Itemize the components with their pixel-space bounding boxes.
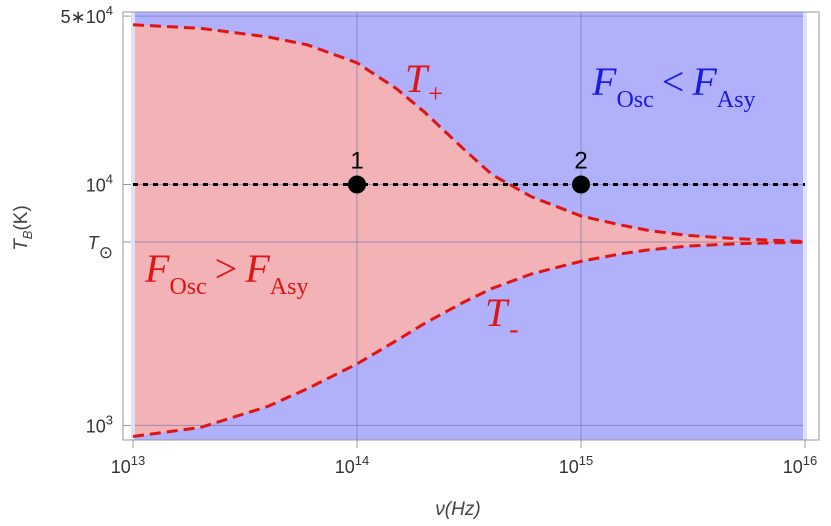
region-label-upper: FOsc < FAsy <box>591 59 755 113</box>
y-tick-label: 103 <box>86 412 113 436</box>
plot-frame <box>122 11 820 441</box>
curve-label-minus: T- <box>485 290 519 345</box>
band-between-curves <box>133 24 805 437</box>
series-t-plus-line <box>132 23 806 243</box>
x-tick-label: 1016 <box>783 453 818 477</box>
region-upper-op: < <box>662 59 685 104</box>
y-axis-title: TB(K) <box>11 205 35 251</box>
series-t-minus-line <box>132 240 806 438</box>
svg-text:TB(K): TB(K) <box>11 205 35 251</box>
region-lower-F1: F <box>144 246 170 291</box>
plot-frame-edges <box>131 12 807 440</box>
x-axis-title: ν(Hz) <box>435 499 480 520</box>
region-lower-op: > <box>215 246 238 291</box>
curve-label-plus-T: T <box>405 56 430 101</box>
region-upper-sub2: Asy <box>717 87 756 113</box>
point-1-label: 1 <box>350 148 363 175</box>
x-tick-label: 1014 <box>335 453 370 477</box>
x-tick-label: 1013 <box>111 453 146 477</box>
region-upper-sub1: Osc <box>616 87 653 113</box>
curve-label-plus: T+ <box>405 56 443 108</box>
grid-lines <box>133 12 805 440</box>
x-tick-label: 1015 <box>559 453 594 477</box>
region-upper-F1: F <box>591 59 617 104</box>
series-group <box>132 23 806 438</box>
curve-label-minus-T: T <box>485 290 510 335</box>
point-2-marker <box>572 175 590 194</box>
y-tick-label: T⊙ <box>88 233 113 262</box>
curve-label-plus-sub: + <box>428 79 443 108</box>
y-ticks: 5∗104 104 T⊙ 103 <box>61 3 131 436</box>
region-lower-sub1: Osc <box>169 274 206 300</box>
region-label-lower: FOsc > FAsy <box>144 246 308 300</box>
region-upper-F2: F <box>691 59 717 104</box>
x-ticks: 1013 1014 1015 1016 <box>111 440 818 477</box>
region-lower-sub2: Asy <box>270 274 309 300</box>
point-2-label: 2 <box>574 148 587 175</box>
point-1-marker <box>348 175 366 194</box>
y-tick-label: 104 <box>86 172 113 196</box>
curve-label-minus-sub: - <box>509 314 518 345</box>
region-lower-F2: F <box>244 246 270 291</box>
y-tick-label: 5∗104 <box>61 3 113 27</box>
